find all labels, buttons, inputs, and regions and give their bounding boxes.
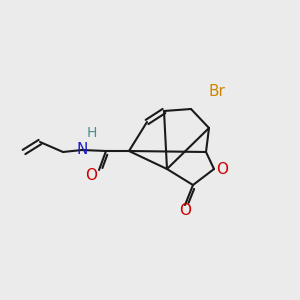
- Text: O: O: [85, 168, 97, 183]
- Text: Br: Br: [209, 83, 226, 98]
- Text: N: N: [76, 142, 88, 158]
- Text: O: O: [216, 161, 228, 176]
- Text: O: O: [179, 203, 191, 218]
- Text: H: H: [87, 126, 98, 140]
